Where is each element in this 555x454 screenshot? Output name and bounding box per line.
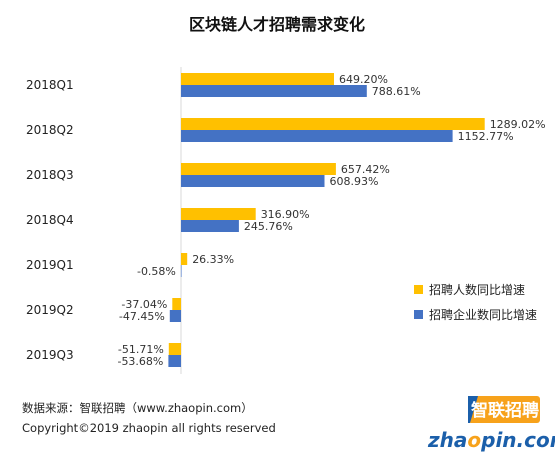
data-label-company-count-2019q2: -47.45% <box>119 310 165 323</box>
legend: 招聘人数同比增速 招聘企业数同比增速 <box>414 282 537 322</box>
data-label-recruit-count-2018q4: 316.90% <box>261 208 310 221</box>
legend-swatch-recruit-count <box>414 285 423 294</box>
category-label-2018q2: 2018Q2 <box>26 123 74 137</box>
data-label-company-count-2018q3: 608.93% <box>330 175 379 188</box>
bar-recruit-count-2018q4 <box>181 208 256 220</box>
data-label-company-count-2018q4: 245.76% <box>244 220 293 233</box>
data-label-recruit-count-2019q1: 26.33% <box>192 253 234 266</box>
bar-recruit-count-2019q3 <box>168 343 181 355</box>
data-label-recruit-count-2019q2: -37.04% <box>121 298 167 311</box>
logo-english-left: zhaopin.com <box>427 428 555 452</box>
bar-company-count-2019q2 <box>169 310 181 322</box>
bar-company-count-2019q1 <box>180 265 182 277</box>
bar-company-count-2018q2 <box>181 130 453 142</box>
bar-company-count-2018q4 <box>181 220 239 232</box>
legend-label-company-count: 招聘企业数同比增速 <box>429 307 537 322</box>
logo-o-glyph: o <box>467 428 481 452</box>
category-label-2019q1: 2019Q1 <box>26 258 74 272</box>
data-label-company-count-2019q3: -53.68% <box>117 355 163 368</box>
logo-badge <box>468 396 540 423</box>
logo-badge-accent <box>468 396 478 423</box>
category-label-2018q3: 2018Q3 <box>26 168 74 182</box>
chart-title: 区块链人才招聘需求变化 <box>189 15 365 34</box>
category-labels: 2018Q1 2018Q2 2018Q3 2018Q4 2019Q1 2019Q2 2019… <box>26 78 74 362</box>
category-label-2018q4: 2018Q4 <box>26 213 74 227</box>
bar-recruit-count-2019q1 <box>181 253 188 265</box>
category-label-2018q1: 2018Q1 <box>26 78 74 92</box>
data-label-company-count-2019q1: -0.58% <box>137 265 176 278</box>
data-labels: 649.20%788.61% 1289.02%1152.77% 657.42%608… <box>117 73 545 368</box>
data-label-recruit-count-2018q3: 657.42% <box>341 163 390 176</box>
bar-recruit-count-2018q3 <box>181 163 336 175</box>
bar-recruit-count-2018q2 <box>181 118 485 130</box>
bar-company-count-2019q3 <box>168 355 181 367</box>
data-label-recruit-count-2019q3: -51.71% <box>118 343 164 356</box>
data-label-recruit-count-2018q2: 1289.02% <box>490 118 546 131</box>
zhaopin-logo: 智联招聘 zhaopin.com <box>427 396 555 452</box>
bar-company-count-2018q1 <box>181 85 367 97</box>
data-label-company-count-2018q2: 1152.77% <box>458 130 514 143</box>
bar-company-count-2018q3 <box>181 175 325 187</box>
category-label-2019q2: 2019Q2 <box>26 303 74 317</box>
data-label-recruit-count-2018q1: 649.20% <box>339 73 388 86</box>
bar-recruit-count-2018q1 <box>181 73 334 85</box>
data-label-company-count-2018q1: 788.61% <box>372 85 421 98</box>
legend-label-recruit-count: 招聘人数同比增速 <box>429 282 525 297</box>
source-text: 数据来源：智联招聘（www.zhaopin.com） <box>22 401 253 415</box>
category-label-2019q3: 2019Q3 <box>26 348 74 362</box>
bars-group <box>168 67 485 374</box>
copyright-text: Copyright©2019 zhaopin all rights reserv… <box>22 421 276 435</box>
legend-swatch-company-count <box>414 310 423 319</box>
logo-chinese-text: 智联招聘 <box>471 400 539 421</box>
bar-recruit-count-2019q2 <box>172 298 181 310</box>
